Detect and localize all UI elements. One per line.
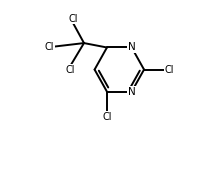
Text: N: N bbox=[128, 87, 136, 97]
Text: Cl: Cl bbox=[164, 65, 174, 75]
Text: Cl: Cl bbox=[102, 112, 112, 122]
Text: Cl: Cl bbox=[66, 65, 75, 75]
Text: Cl: Cl bbox=[69, 14, 78, 24]
Text: Cl: Cl bbox=[45, 42, 54, 52]
Text: N: N bbox=[128, 43, 136, 53]
